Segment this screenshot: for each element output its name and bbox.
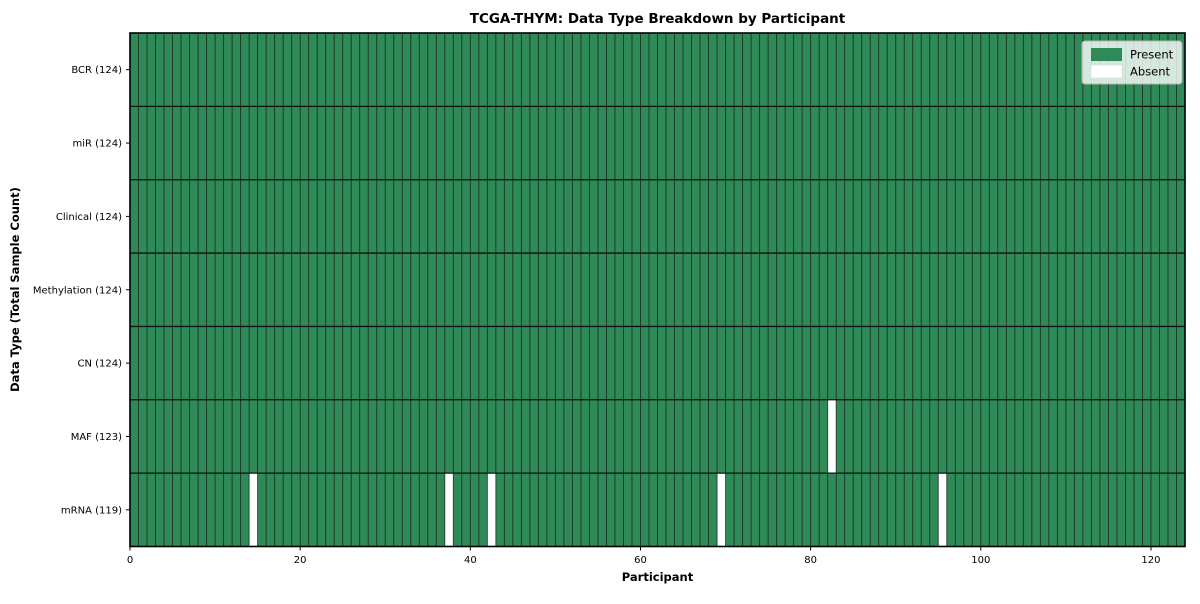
legend-swatch-present (1091, 48, 1122, 61)
legend-label-present: Present (1130, 48, 1174, 62)
absent-cell (487, 473, 496, 547)
y-tick-label: miR (124) (72, 139, 122, 150)
x-axis-label: Participant (622, 570, 694, 584)
absent-cell (938, 473, 947, 547)
y-axis-label: Data Type (Total Sample Count) (8, 187, 22, 392)
x-tick-label: 0 (127, 555, 133, 566)
legend-swatch-absent (1090, 64, 1123, 79)
y-tick-label: Methylation (124) (33, 285, 122, 296)
x-tick-label: 20 (294, 555, 307, 566)
absent-cell (717, 473, 726, 547)
absent-cell (444, 473, 454, 547)
grid-layer (130, 33, 1185, 547)
legend: Present Absent (1081, 40, 1183, 85)
x-tick-label: 100 (971, 555, 990, 566)
y-tick-label: BCR (124) (71, 65, 122, 76)
chart-title: TCGA-THYM: Data Type Breakdown by Partic… (470, 11, 846, 27)
absent-cell (827, 399, 837, 474)
y-tick-label: mRNA (119) (61, 505, 122, 516)
x-tick-label: 120 (1141, 555, 1160, 566)
y-tick-label: CN (124) (77, 359, 122, 370)
y-tick-label: Clinical (124) (56, 212, 122, 223)
legend-label-absent: Absent (1130, 65, 1171, 79)
y-tick-label: MAF (123) (71, 432, 122, 443)
x-tick-label: 40 (464, 555, 477, 566)
absent-cell (249, 473, 258, 547)
y-axis: BCR (124) miR (124) Clinical (124) Methylat… (33, 65, 130, 516)
x-tick-label: 80 (804, 555, 817, 566)
x-axis: 0 20 40 60 80 100 120 (127, 546, 1161, 566)
x-tick-label: 60 (634, 555, 647, 566)
